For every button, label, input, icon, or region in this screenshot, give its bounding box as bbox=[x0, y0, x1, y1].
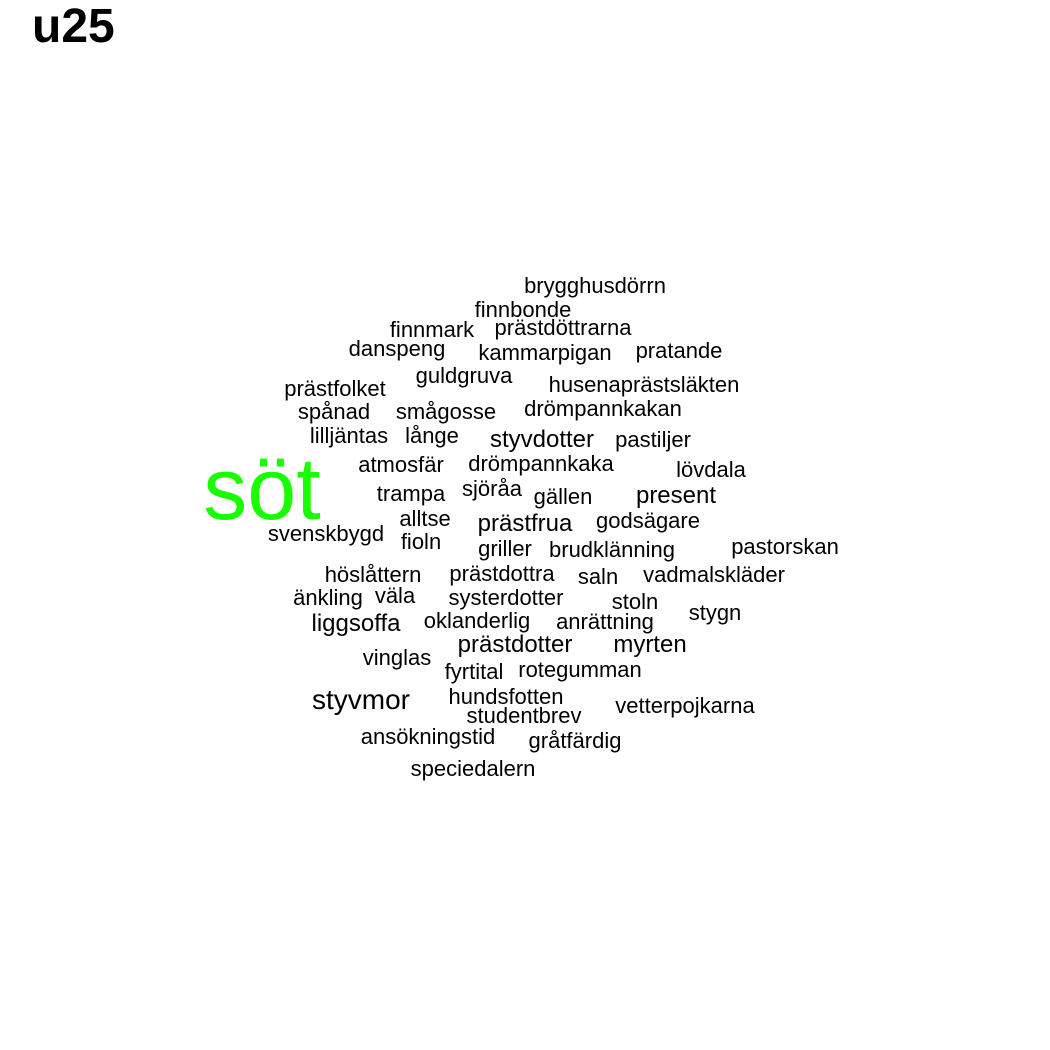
word-sot: söt bbox=[203, 439, 321, 538]
word-pratande: pratande bbox=[635, 338, 723, 363]
word-pastiljer: pastiljer bbox=[615, 427, 691, 452]
word-drompannkaka: drömpannkaka bbox=[468, 451, 614, 476]
word-brygghusdorrn: brygghusdörrn bbox=[524, 273, 666, 298]
word-prastfrua: prästfrua bbox=[477, 510, 573, 537]
word-lilljantas: lilljäntas bbox=[309, 423, 389, 448]
word-brudklanning: brudklänning bbox=[549, 537, 675, 562]
word-present: present bbox=[635, 482, 717, 509]
word-prastdottra: prästdottra bbox=[449, 561, 555, 586]
word-fioln: fioln bbox=[400, 529, 442, 554]
word-vala: väla bbox=[374, 583, 416, 608]
word-griller: griller bbox=[478, 536, 532, 561]
word-saln: saln bbox=[577, 564, 619, 589]
word-ankling: änkling bbox=[293, 585, 363, 610]
word-trampa: trampa bbox=[376, 481, 446, 506]
word-styvmor: styvmor bbox=[312, 684, 410, 715]
word-prastdottrarna: prästdöttrarna bbox=[494, 315, 632, 340]
word-hundsfotten: hundsfotten bbox=[448, 684, 564, 709]
word-lovdala: lövdala bbox=[676, 457, 746, 482]
word-prastdotter: prästdotter bbox=[457, 631, 573, 658]
word-liggsoffa: liggsoffa bbox=[311, 610, 401, 637]
word-danspeng: danspeng bbox=[348, 336, 446, 361]
word-fyrtital: fyrtital bbox=[444, 659, 504, 684]
word-smagosse: smågosse bbox=[395, 399, 497, 424]
word-anrattning: anrättning bbox=[556, 609, 654, 634]
word-drompannkakan: drömpannkakan bbox=[524, 396, 682, 421]
word-rotegumman: rotegumman bbox=[518, 657, 642, 682]
word-atmosfar: atmosfär bbox=[358, 452, 444, 477]
word-godsagare: godsägare bbox=[596, 508, 700, 533]
word-vetterpojkarna: vetterpojkarna bbox=[615, 693, 755, 718]
word-gratfardig: gråtfärdig bbox=[528, 728, 622, 753]
word-myrten: myrten bbox=[613, 631, 687, 658]
word-husenaprastslakten: husenaprästsläkten bbox=[548, 372, 740, 397]
word-spanad: spånad bbox=[297, 399, 371, 424]
word-finnmark: finnmark bbox=[389, 317, 475, 342]
word-svenskbygd: svenskbygd bbox=[267, 521, 385, 546]
word-styvdotter: styvdotter bbox=[489, 426, 595, 453]
word-ansokningstid: ansökningstid bbox=[360, 724, 496, 749]
page-title: u25 bbox=[32, 0, 115, 53]
word-oklanderlig: oklanderlig bbox=[423, 608, 531, 633]
word-vinglas: vinglas bbox=[362, 645, 432, 670]
word-stygn: stygn bbox=[688, 600, 742, 625]
word-vadmalsklader: vadmalskläder bbox=[643, 562, 785, 587]
word-sjoraa: sjöråa bbox=[462, 476, 522, 501]
word-lange: långe bbox=[405, 423, 459, 448]
word-hoslattern: höslåttern bbox=[324, 562, 422, 587]
word-alltse: alltse bbox=[399, 506, 451, 531]
word-kammarpigan: kammarpigan bbox=[478, 340, 612, 365]
word-guldgruva: guldgruva bbox=[415, 363, 513, 388]
word-stoln: stoln bbox=[611, 589, 659, 614]
word-gallen: gällen bbox=[533, 484, 593, 509]
word-speciedalern: speciedalern bbox=[410, 756, 536, 781]
word-finnbonde: finnbonde bbox=[474, 297, 572, 322]
word-pastorskan: pastorskan bbox=[731, 534, 839, 559]
word-studentbrev: studentbrev bbox=[466, 703, 582, 728]
word-systerdotter: systerdotter bbox=[448, 585, 564, 610]
word-prastfolket: prästfolket bbox=[284, 376, 386, 401]
